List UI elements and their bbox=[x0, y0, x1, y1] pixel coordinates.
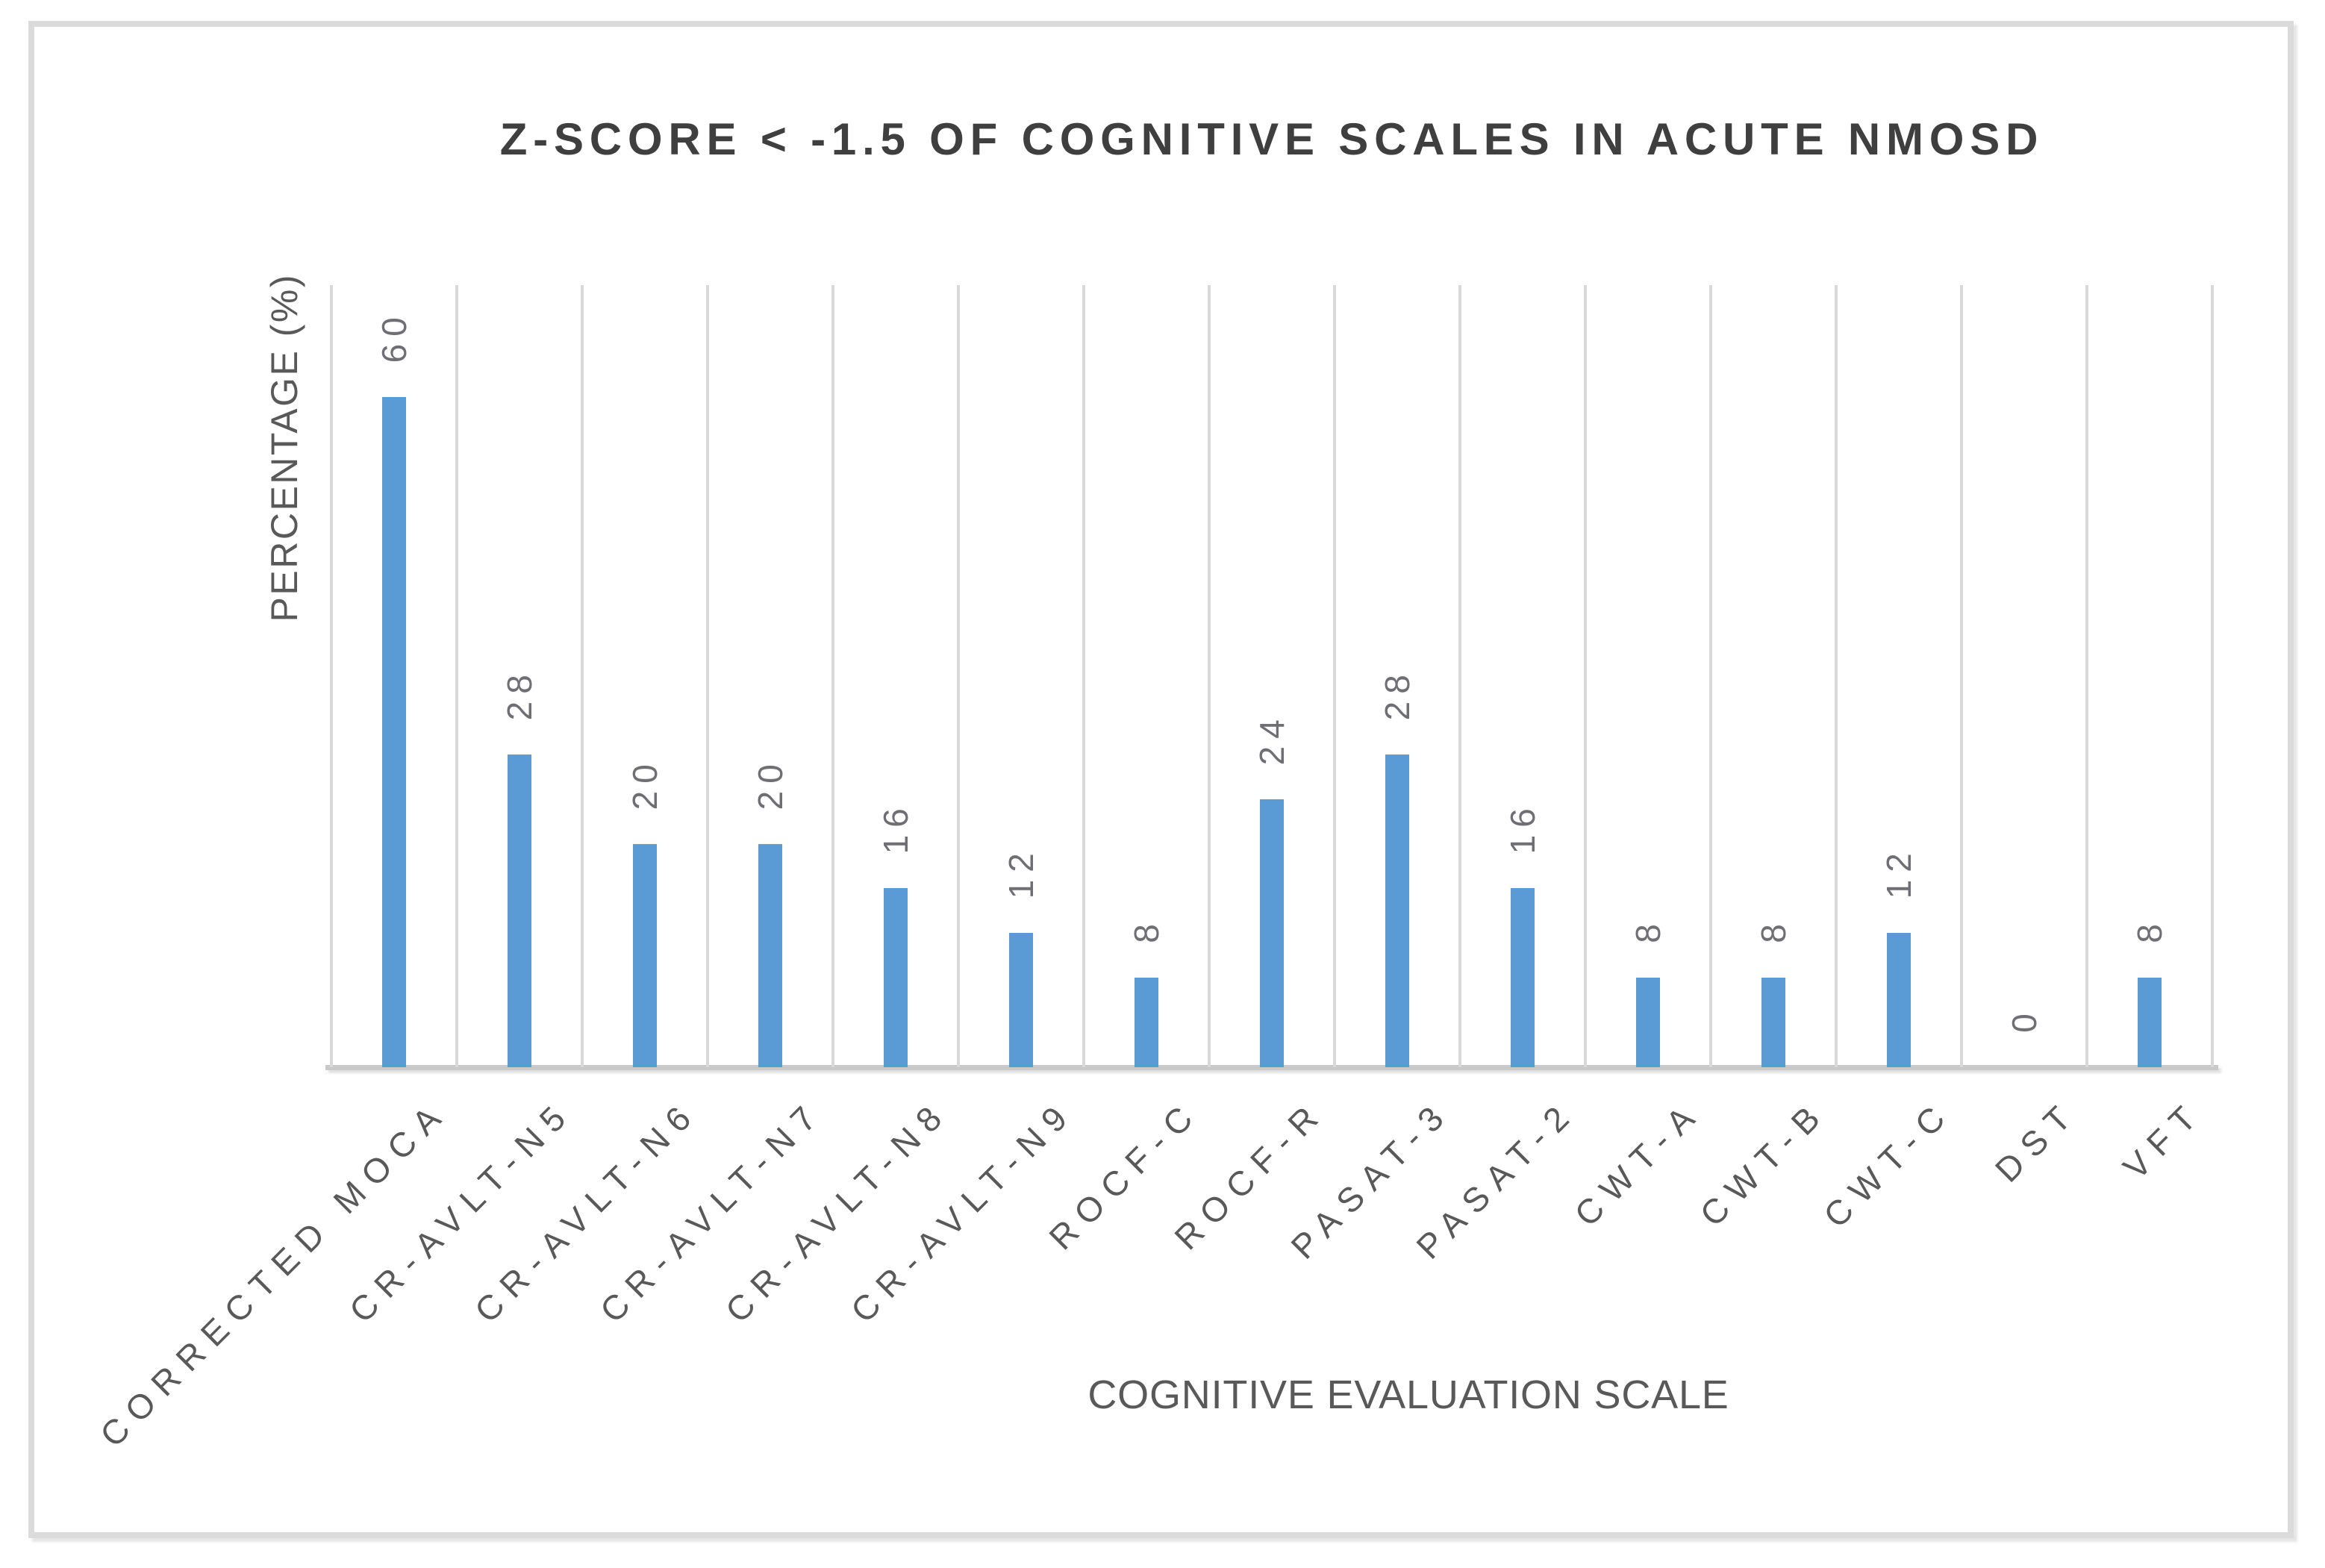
bar-CWT-B bbox=[1761, 978, 1785, 1067]
gridline bbox=[1584, 285, 1587, 1067]
gridline bbox=[831, 285, 834, 1067]
data-label-PASAT-2: 16 bbox=[1503, 800, 1542, 854]
gridline bbox=[1960, 285, 1963, 1067]
bar-PASAT-3 bbox=[1385, 755, 1409, 1067]
bar-CR-AVLT-N5 bbox=[508, 755, 531, 1067]
bar-VFT bbox=[2138, 978, 2162, 1067]
bar-CWT-C bbox=[1887, 933, 1911, 1067]
bar-CR-AVLT-N9 bbox=[1009, 933, 1033, 1067]
bar-CR-AVLT-N8 bbox=[884, 888, 908, 1067]
bar-CR-AVLT-N7 bbox=[758, 844, 782, 1067]
data-label-VFT: 8 bbox=[2130, 916, 2169, 943]
data-label-CWT-C: 12 bbox=[1879, 845, 1918, 899]
data-label-CWT-B: 8 bbox=[1754, 916, 1793, 943]
x-axis-line bbox=[325, 1065, 2218, 1070]
gridline bbox=[330, 285, 333, 1067]
data-label-ROCF-R: 24 bbox=[1252, 711, 1291, 765]
bar-ROCF-R bbox=[1260, 799, 1284, 1067]
gridline bbox=[2085, 285, 2088, 1067]
gridline bbox=[706, 285, 709, 1067]
bar-CWT-A bbox=[1636, 978, 1660, 1067]
gridline bbox=[1709, 285, 1712, 1067]
bar-PASAT-2 bbox=[1511, 888, 1535, 1067]
bar-CORRECTED MOCA bbox=[382, 397, 406, 1067]
gridline bbox=[1835, 285, 1838, 1067]
gridline bbox=[581, 285, 584, 1067]
y-axis-title: PERCENTAGE (%) bbox=[263, 273, 305, 622]
bar-CR-AVLT-N6 bbox=[633, 844, 657, 1067]
data-label-PASAT-3: 28 bbox=[1378, 666, 1417, 720]
gridline bbox=[1208, 285, 1211, 1067]
data-label-CWT-A: 8 bbox=[1629, 916, 1667, 943]
x-axis-title: COGNITIVE EVALUATION SCALE bbox=[1087, 1372, 1729, 1417]
data-label-DST: 0 bbox=[2005, 1006, 2044, 1033]
bar-ROCF-C bbox=[1135, 978, 1158, 1067]
data-label-CR-AVLT-N6: 20 bbox=[625, 756, 664, 810]
gridline bbox=[2211, 285, 2214, 1067]
gridline bbox=[957, 285, 960, 1067]
gridline bbox=[1333, 285, 1336, 1067]
gridline bbox=[455, 285, 458, 1067]
data-label-CR-AVLT-N7: 20 bbox=[751, 756, 790, 810]
gridline bbox=[1082, 285, 1085, 1067]
plot-area: 60 28 20 20 16 12 8 24 28 16 8 8 12 0 8 bbox=[325, 285, 2218, 1070]
data-label-CORRECTED MOCA: 60 bbox=[375, 309, 413, 363]
data-label-ROCF-C: 8 bbox=[1127, 916, 1166, 943]
data-label-CR-AVLT-N8: 16 bbox=[876, 800, 915, 854]
gridline bbox=[1458, 285, 1461, 1067]
chart-title: Z-SCORE < -1.5 OF COGNITIVE SCALES IN AC… bbox=[499, 114, 2044, 164]
data-label-CR-AVLT-N5: 28 bbox=[500, 666, 539, 720]
data-label-CR-AVLT-N9: 12 bbox=[1002, 845, 1040, 899]
